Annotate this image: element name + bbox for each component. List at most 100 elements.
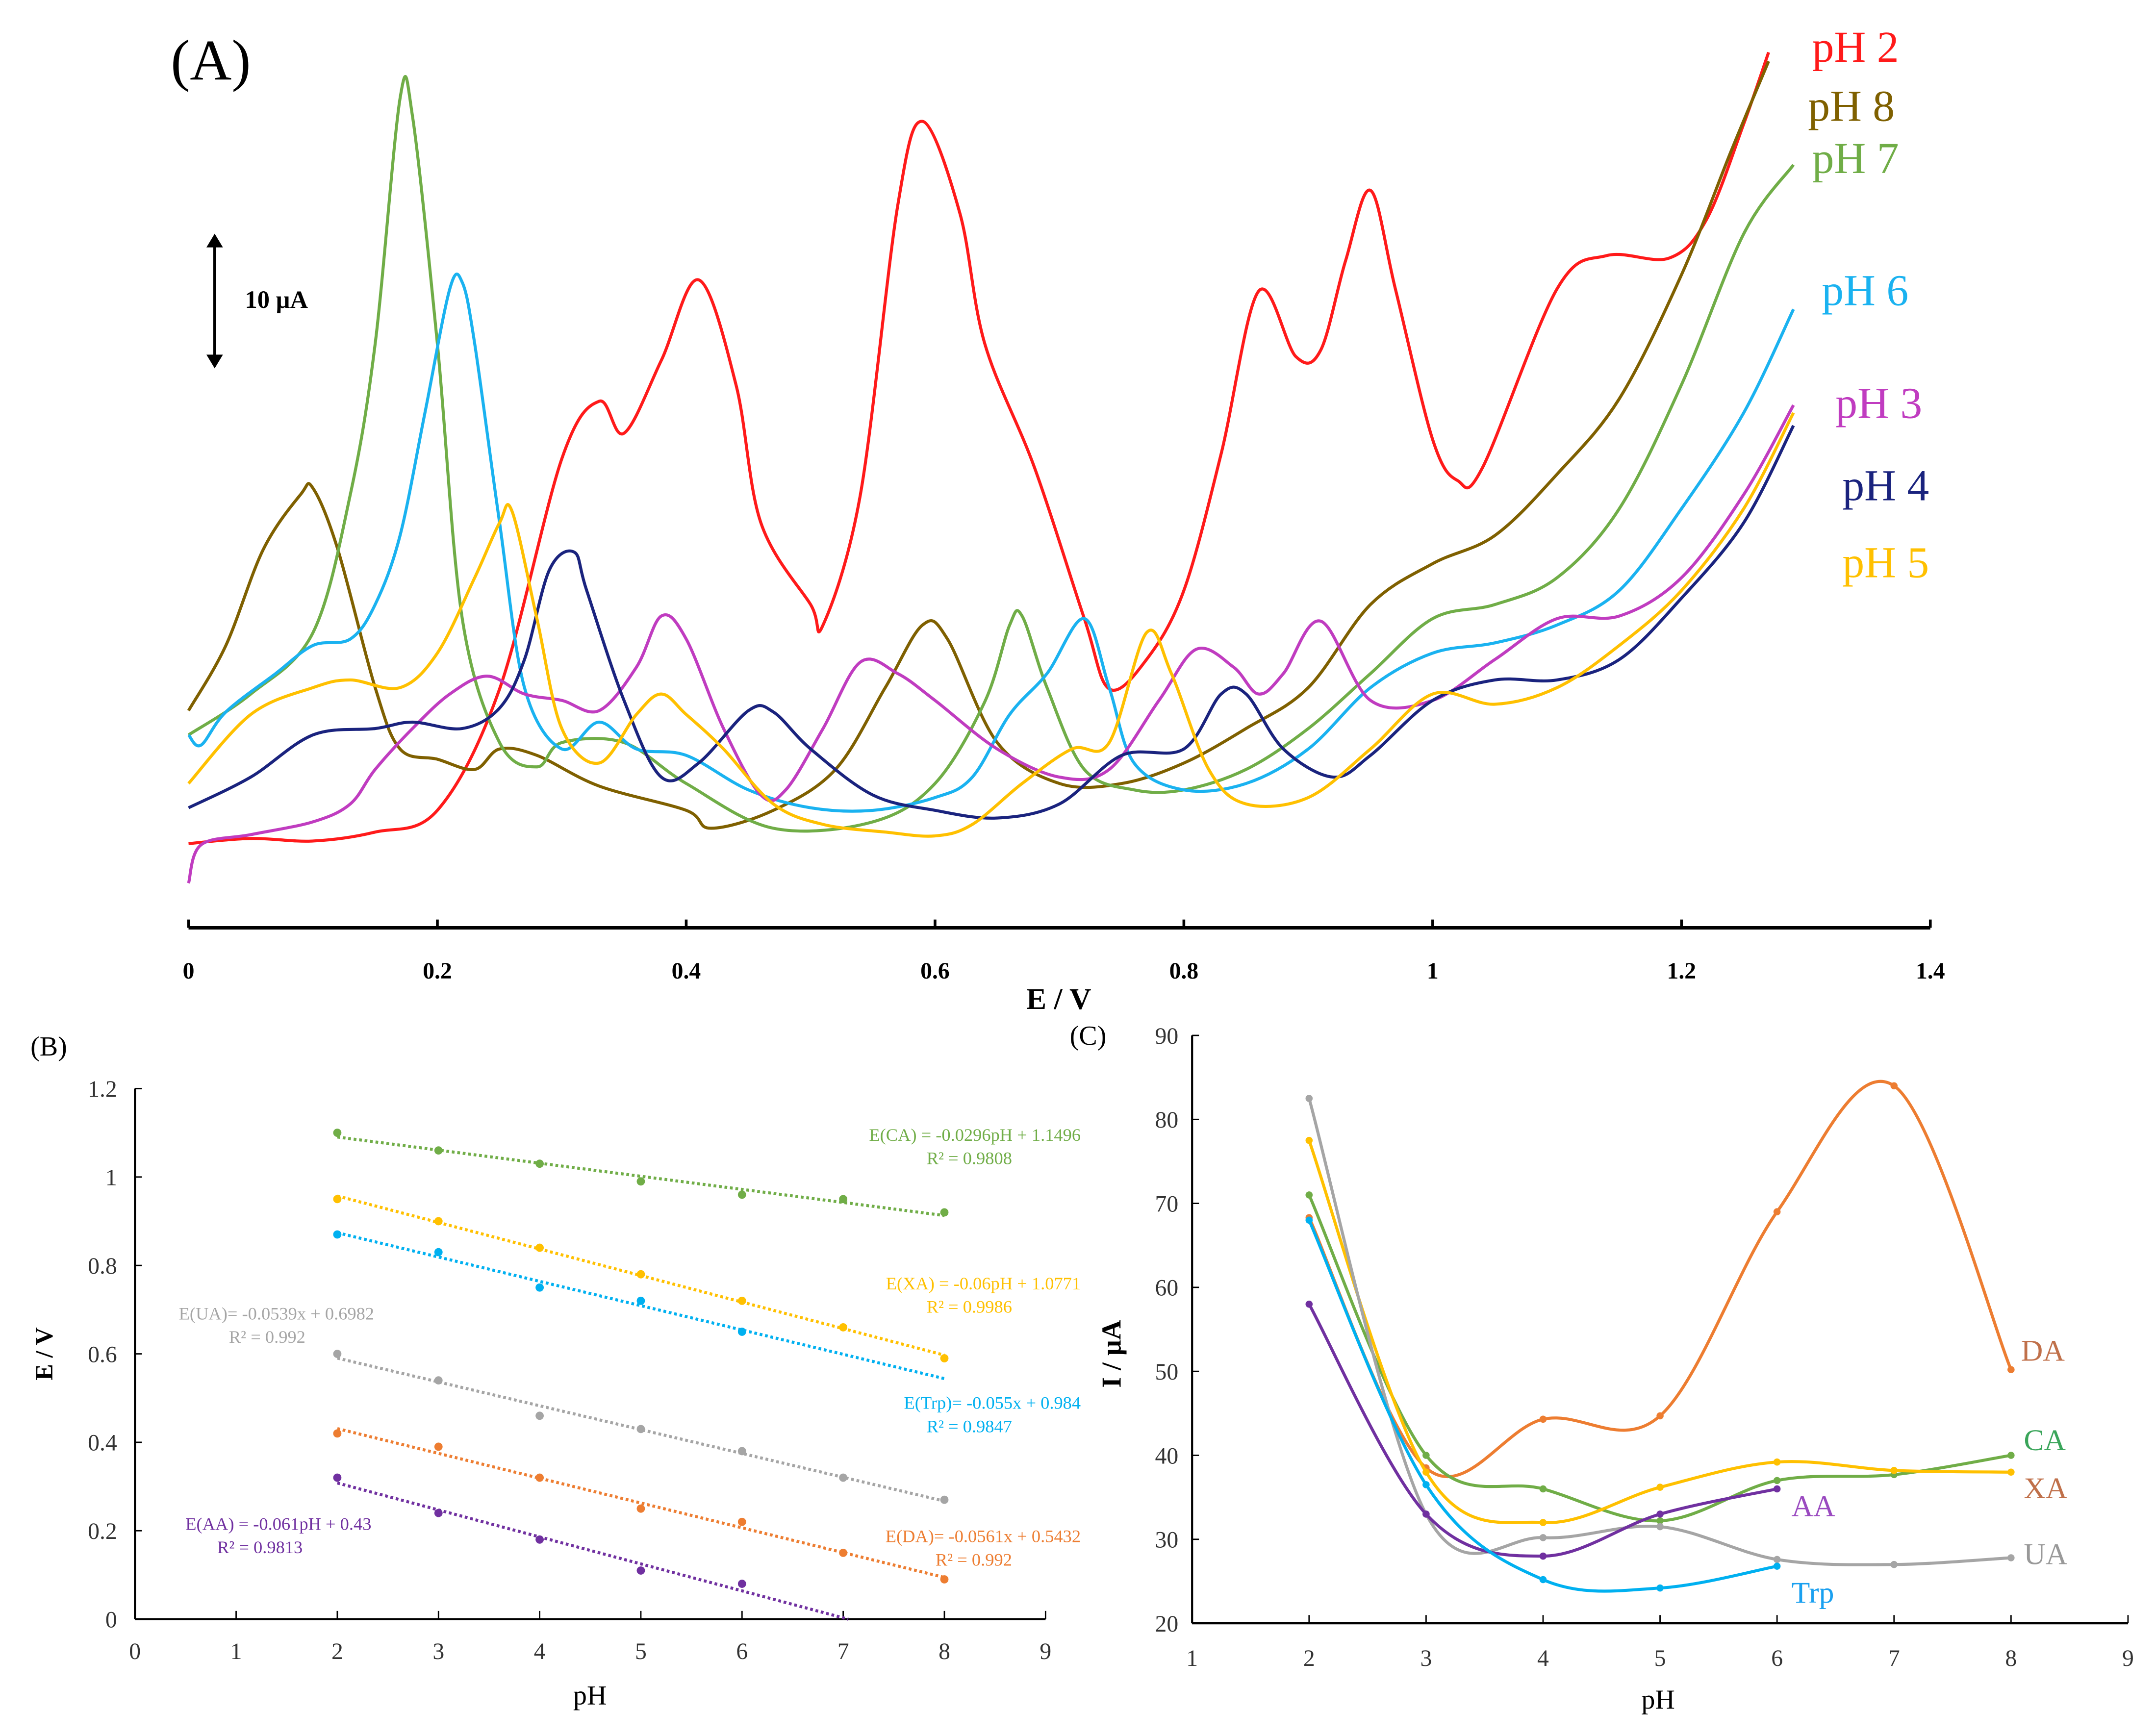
data-point-ua xyxy=(1656,1523,1664,1531)
x-tick-label: 0.6 xyxy=(920,958,950,984)
data-point-ca xyxy=(1305,1191,1313,1199)
series-line-trp xyxy=(1307,1219,1777,1593)
panel-a-plot: 0 0.2 0.4 0.6 0.8 1 1.2 1.4 pH 2 pH 8pH 7 pH 6 pH 3… xyxy=(183,23,1945,984)
data-point-aa xyxy=(1422,1510,1430,1518)
r2-ca: R² = 0.9808 xyxy=(927,1149,1012,1168)
y-tick-label: 80 xyxy=(1155,1107,1179,1133)
trendline-aa xyxy=(337,1481,849,1621)
data-point-da xyxy=(1539,1415,1547,1423)
trendline-ca xyxy=(337,1135,945,1217)
legend-label-ph-2: pH 2 xyxy=(1812,23,1899,72)
x-tick-label: 5 xyxy=(1654,1646,1666,1671)
series-label-trp: Trp xyxy=(1792,1576,1834,1610)
x-tick-label: 1.2 xyxy=(1667,958,1697,984)
data-point-ua xyxy=(333,1350,342,1358)
x-tick-label: 6 xyxy=(736,1639,748,1664)
data-point-trp xyxy=(1773,1562,1781,1570)
equation-xa: E(XA) = -0.06pH + 1.0771 xyxy=(886,1274,1081,1293)
panel-b-label: (B) xyxy=(30,1032,67,1062)
x-tick-label: 1.4 xyxy=(1916,958,1945,984)
legend-label-ph-8: pH 8 xyxy=(1808,82,1895,131)
data-point-xa xyxy=(636,1270,645,1279)
x-tick-label: 6 xyxy=(1771,1646,1783,1671)
y-tick-label: 0.6 xyxy=(88,1342,117,1367)
data-point-ua xyxy=(1773,1556,1781,1563)
data-point-ca xyxy=(333,1129,342,1137)
data-point-ca xyxy=(1656,1517,1664,1525)
panel-b-xlabel: pH xyxy=(573,1681,607,1711)
data-point-ca xyxy=(434,1146,443,1155)
data-point-da xyxy=(1773,1208,1781,1216)
series-line-ph-4 xyxy=(188,425,1795,820)
series-line-ph-3 xyxy=(187,404,1795,884)
equation-trp: E(Trp)= -0.055x + 0.984 xyxy=(904,1393,1081,1413)
data-point-aa xyxy=(636,1566,645,1575)
x-tick-label: 8 xyxy=(2005,1646,2017,1671)
data-point-aa xyxy=(1656,1510,1664,1518)
data-point-aa xyxy=(535,1535,544,1544)
panel-b-plot: 0 1 2 3 4 5 6 7 8 9 0 0.2 0.4 0.6 0.8 1 1.2 E(CA) = -0.02… xyxy=(88,1077,1081,1664)
panel-a-xlabel: E / V xyxy=(1026,982,1091,1016)
series-line-ph-6 xyxy=(187,273,1795,813)
series-line-ph-2 xyxy=(188,51,1770,845)
series-label-ca: CA xyxy=(2024,1424,2066,1457)
series-label-da: DA xyxy=(2021,1334,2065,1368)
data-point-ua xyxy=(434,1376,443,1385)
series-label-aa: AA xyxy=(1792,1489,1836,1523)
panel-c-ylabel: I / µA xyxy=(1096,1320,1127,1388)
data-point-ua xyxy=(1539,1534,1547,1541)
r2-da: R² = 0.992 xyxy=(936,1550,1012,1569)
x-tick-label: 7 xyxy=(837,1639,849,1664)
x-tick-label: 1 xyxy=(1427,958,1439,984)
legend-label-ph-5: pH 5 xyxy=(1842,539,1929,587)
scale-bar-label: 10 µA xyxy=(245,286,308,313)
y-tick-label: 0.8 xyxy=(88,1254,117,1279)
panel-c-xlabel: pH xyxy=(1641,1685,1675,1715)
data-point-ca xyxy=(1539,1485,1547,1493)
r2-xa: R² = 0.9986 xyxy=(927,1297,1012,1316)
data-point-trp xyxy=(1656,1584,1664,1592)
x-tick-label: 0 xyxy=(183,958,195,984)
data-point-xa xyxy=(1773,1458,1781,1466)
x-tick-label: 7 xyxy=(1888,1646,1900,1671)
data-point-da xyxy=(737,1517,746,1526)
legend-label-ph-6: pH 6 xyxy=(1822,266,1908,315)
scale-bar: 10 µA xyxy=(206,233,308,369)
data-point-da xyxy=(940,1575,949,1584)
data-point-ua xyxy=(535,1411,544,1420)
data-point-ua xyxy=(737,1447,746,1456)
data-point-ua xyxy=(1305,1095,1313,1102)
data-point-ca xyxy=(839,1195,848,1204)
equation-aa: E(AA) = -0.061pH + 0.43 xyxy=(185,1514,371,1534)
data-point-ca xyxy=(535,1159,544,1168)
y-tick-label: 40 xyxy=(1155,1443,1179,1469)
y-tick-label: 0.4 xyxy=(88,1431,117,1456)
x-tick-label: 5 xyxy=(635,1639,647,1664)
y-tick-label: 60 xyxy=(1155,1276,1179,1301)
data-point-trp xyxy=(1539,1576,1547,1584)
data-point-xa xyxy=(1305,1136,1313,1144)
data-point-da xyxy=(839,1548,848,1557)
y-tick-label: 90 xyxy=(1155,1024,1179,1049)
data-point-ca xyxy=(636,1177,645,1186)
data-point-da xyxy=(1890,1082,1898,1090)
legend-label-ph-3: pH 3 xyxy=(1835,379,1922,428)
data-point-trp xyxy=(636,1296,645,1305)
x-tick-label: 0.4 xyxy=(672,958,701,984)
y-tick-label: 0.2 xyxy=(88,1519,117,1544)
data-point-da xyxy=(1656,1412,1664,1420)
data-point-xa xyxy=(333,1195,342,1204)
data-point-xa xyxy=(940,1354,949,1362)
data-point-aa xyxy=(434,1509,443,1517)
trendline-da xyxy=(337,1427,945,1579)
data-point-aa xyxy=(1305,1300,1313,1308)
r2-ua: R² = 0.992 xyxy=(229,1327,305,1347)
series-line-ph-5 xyxy=(187,412,1795,838)
data-point-ca xyxy=(940,1208,949,1217)
data-point-da xyxy=(2007,1366,2015,1374)
panel-b-ylabel: E / V xyxy=(30,1327,58,1380)
data-point-trp xyxy=(333,1230,342,1239)
y-tick-label: 70 xyxy=(1155,1191,1179,1217)
